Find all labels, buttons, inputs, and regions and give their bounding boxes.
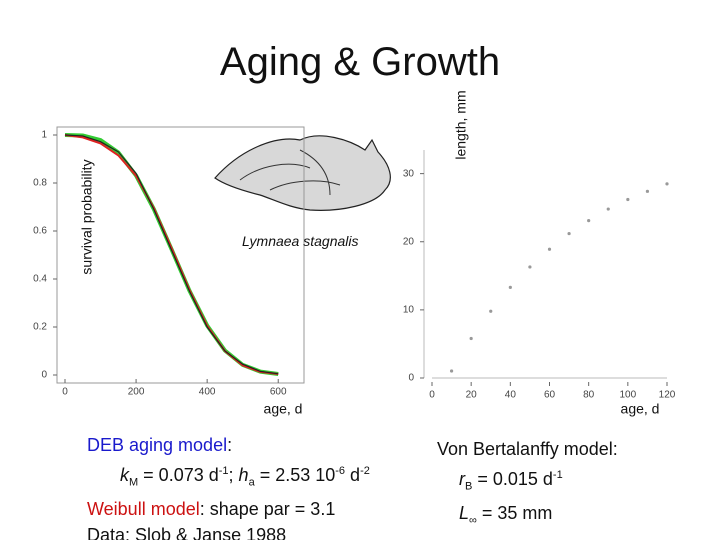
note: Weibull model xyxy=(87,498,200,519)
y-tick-label: 30 xyxy=(403,168,415,179)
y-axis-label: survival probability xyxy=(79,159,95,274)
y-tick-label: 0 xyxy=(408,373,414,384)
note: a xyxy=(248,476,255,489)
y-tick-label: 0.4 xyxy=(33,274,47,285)
x-tick-label: 80 xyxy=(583,390,595,401)
x-tick-label: 40 xyxy=(505,390,517,401)
note: d xyxy=(345,465,361,485)
note: -2 xyxy=(360,465,370,477)
series-line xyxy=(64,134,279,376)
slide-title: Aging & Growth xyxy=(219,40,501,84)
note: : xyxy=(227,435,233,455)
notes-right: Von Bertalanffy model: rB = 0.015 d-1 L∞… xyxy=(437,436,618,533)
note: -6 xyxy=(335,465,346,477)
note: M xyxy=(129,476,139,489)
x-tick-label: 20 xyxy=(466,390,478,401)
x-tick-label: 60 xyxy=(544,390,556,401)
note: Data: Slob & Janse 1988 xyxy=(87,524,287,540)
image-caption: Lymnaea stagnalis xyxy=(242,233,359,249)
data-point xyxy=(547,247,552,251)
note: -1 xyxy=(218,465,229,477)
y-tick-label: 0.6 xyxy=(33,226,47,237)
data-point xyxy=(587,219,591,223)
y-tick-label: 0.8 xyxy=(33,178,47,189)
data-point xyxy=(508,285,512,289)
note: L xyxy=(459,502,470,523)
y-tick-label: 0 xyxy=(41,370,47,381)
note: = 0.073 d xyxy=(138,465,219,485)
note: Von Bertalanffy model: xyxy=(437,439,618,459)
note: k xyxy=(120,465,129,485)
data-point xyxy=(528,265,532,269)
data-point xyxy=(449,369,454,373)
x-tick-label: 200 xyxy=(128,387,145,398)
data-point xyxy=(489,309,493,313)
note: = 35 mm xyxy=(476,502,553,523)
note: DEB aging model xyxy=(87,435,228,455)
note: B xyxy=(465,480,473,493)
note: -1 xyxy=(552,469,563,481)
plot-frame xyxy=(56,126,305,384)
data-point xyxy=(469,336,473,341)
note: ; xyxy=(228,465,239,485)
data-point xyxy=(645,189,650,193)
notes-left: DEB aging model: kM = 0.073 d-1; ha = 2.… xyxy=(87,432,370,540)
note: = 0.015 d xyxy=(472,469,553,489)
data-point xyxy=(606,207,610,211)
x-tick-label: 0 xyxy=(62,387,68,398)
y-tick-label: 20 xyxy=(403,236,415,247)
x-axis-label: age, d xyxy=(264,401,303,417)
x-tick-label: 120 xyxy=(659,390,676,401)
snail-illustration xyxy=(214,135,391,211)
note: = 2.53 10 xyxy=(254,465,336,485)
data-point xyxy=(626,197,630,202)
note: r xyxy=(459,469,465,489)
note: ∞ xyxy=(469,514,477,527)
data-point xyxy=(567,231,571,236)
x-tick-label: 0 xyxy=(429,390,435,401)
x-tick-label: 400 xyxy=(199,387,216,398)
data-point xyxy=(665,182,669,186)
y-tick-label: 1 xyxy=(41,130,47,141)
y-tick-label: 10 xyxy=(403,305,415,316)
y-axis-label: length, mm xyxy=(453,90,469,159)
x-tick-label: 600 xyxy=(270,387,287,398)
x-tick-label: 100 xyxy=(619,390,636,401)
y-tick-label: 0.2 xyxy=(33,322,47,333)
x-axis-label: age, d xyxy=(621,401,660,417)
note: : shape par = 3.1 xyxy=(199,498,336,519)
note: h xyxy=(238,465,249,485)
series-line xyxy=(64,134,279,375)
